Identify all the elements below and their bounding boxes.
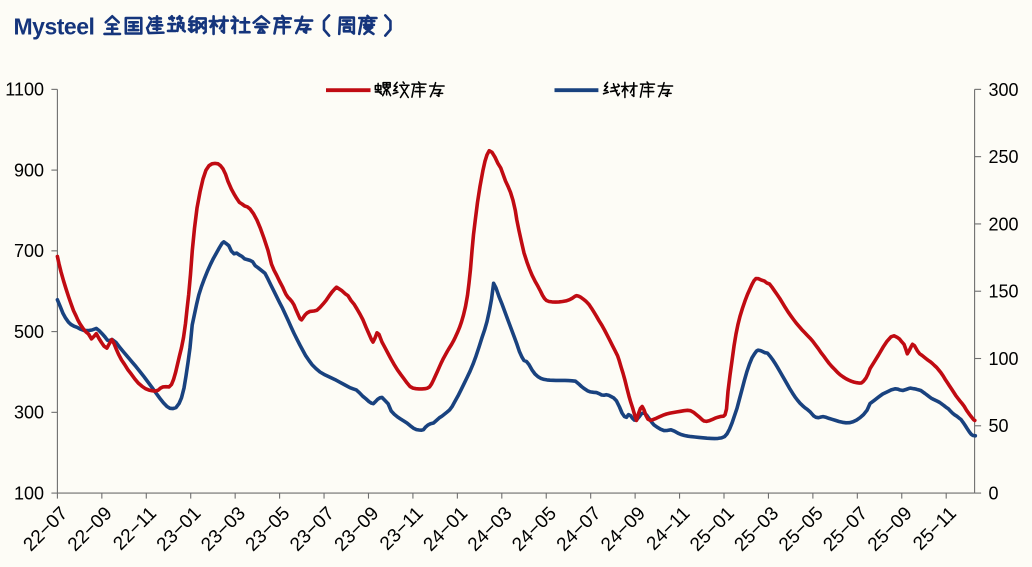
svg-text:1100: 1100 [5,80,44,100]
svg-text:300: 300 [989,80,1019,100]
svg-text:100: 100 [989,349,1019,369]
svg-text:700: 700 [14,241,44,261]
svg-text:200: 200 [989,214,1019,234]
svg-text:150: 150 [989,282,1019,302]
svg-text:0: 0 [989,484,999,504]
svg-text:50: 50 [989,416,1009,436]
svg-text:900: 900 [14,160,44,180]
svg-text:Mysteel: Mysteel [14,14,95,40]
svg-text:500: 500 [14,322,44,342]
svg-text:250: 250 [989,147,1019,167]
svg-text:100: 100 [14,483,44,503]
svg-text:300: 300 [14,403,44,423]
